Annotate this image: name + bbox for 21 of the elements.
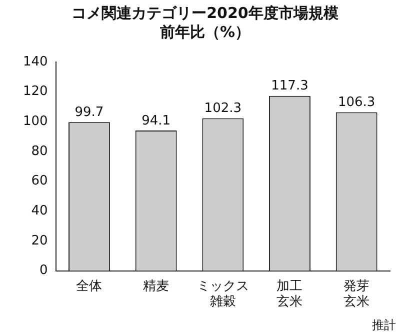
y-tick-label: 60	[31, 174, 48, 189]
x-tick-label: 加工玄米	[276, 278, 303, 310]
text: 推計	[372, 317, 396, 334]
chart-title: コメ関連カテゴリー2020年度市場規模	[70, 4, 340, 23]
y-tick-label: 0	[40, 263, 48, 278]
chart-subtitle: 前年比（%）	[158, 23, 252, 42]
y-tick-label: 80	[31, 144, 48, 159]
data-label: 106.3	[338, 95, 376, 110]
x-tick-label: 発芽玄米	[344, 278, 370, 310]
y-tick-label: 40	[31, 204, 48, 219]
data-label: 94.1	[142, 113, 171, 128]
y-tick-label: 120	[22, 84, 48, 100]
data-label: 99.7	[74, 104, 104, 120]
y-tick-label: 100	[22, 114, 48, 130]
data-label: 117.3	[271, 78, 308, 94]
y-tick-label: 140	[22, 54, 48, 70]
y-tick-label: 20	[31, 233, 48, 248]
data-label: 102.3	[204, 101, 242, 116]
x-tick-label: ミックス雑穀	[196, 278, 249, 310]
x-tick-label: 全体	[76, 278, 102, 294]
x-tick-label: 精麦	[143, 278, 170, 294]
